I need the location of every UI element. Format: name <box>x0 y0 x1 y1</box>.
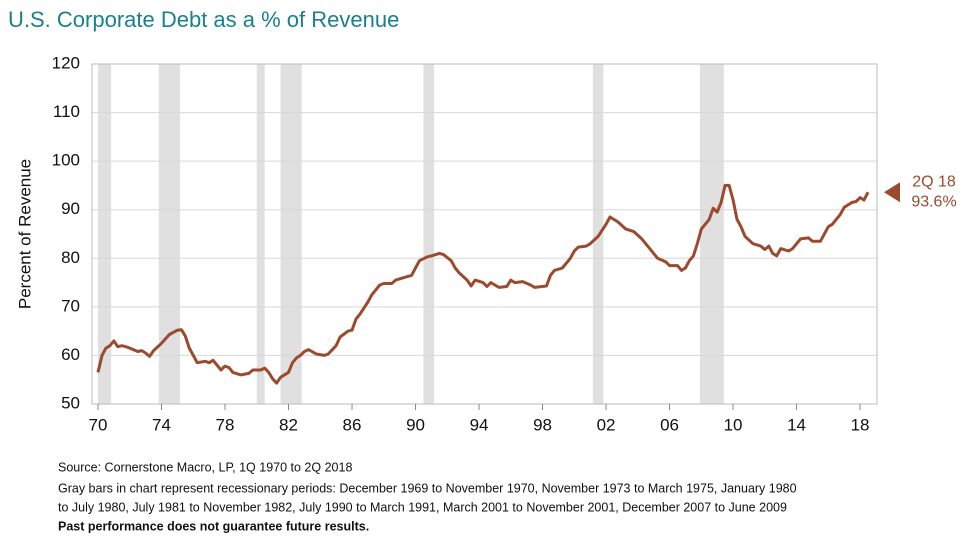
x-tick-label: 94 <box>470 415 489 434</box>
recession-band <box>158 64 181 404</box>
x-tick-label: 82 <box>279 415 298 434</box>
x-tick-label: 70 <box>89 415 108 434</box>
recession-band <box>280 64 302 404</box>
source: Source: Cornerstone Macro, LP, 1Q 1970 t… <box>58 460 352 474</box>
x-tick-label: 90 <box>406 415 425 434</box>
note: to July 1980, July 1981 to November 1982… <box>58 500 787 514</box>
y-tick-label: 70 <box>61 296 80 315</box>
y-tick-label: 90 <box>61 199 80 218</box>
x-tick-label: 98 <box>533 415 552 434</box>
annotation-label: 2Q 18 <box>912 173 956 190</box>
x-tick-label: 14 <box>787 415 806 434</box>
chart-title: U.S. Corporate Debt as a % of Revenue <box>8 7 399 32</box>
recession-band <box>423 64 435 404</box>
x-tick-label: 74 <box>152 415 171 434</box>
y-tick-label: 50 <box>61 393 80 412</box>
recession-band <box>700 64 724 404</box>
x-tick-label: 06 <box>660 415 679 434</box>
y-axis-label: Percent of Revenue <box>15 159 34 309</box>
note: Gray bars in chart represent recessionar… <box>58 481 797 495</box>
plot-frame <box>91 63 878 405</box>
x-tick-label: 18 <box>851 415 870 434</box>
recession-band <box>256 64 265 404</box>
y-tick-label: 120 <box>52 53 80 72</box>
y-tick-label: 100 <box>52 151 80 170</box>
y-tick-label: 60 <box>61 345 80 364</box>
annotation-marker <box>884 182 900 203</box>
x-tick-label: 02 <box>597 415 616 434</box>
annotation-value: 93.6% <box>911 193 956 210</box>
y-tick-label: 110 <box>53 102 80 121</box>
x-tick-label: 10 <box>724 415 743 434</box>
recession-band <box>98 64 112 404</box>
y-tick-label: 80 <box>61 248 80 267</box>
data-line <box>96 183 870 385</box>
disclaimer: Past performance does not guarantee futu… <box>58 519 369 533</box>
x-tick-label: 86 <box>343 415 362 434</box>
x-tick-label: 78 <box>216 415 235 434</box>
